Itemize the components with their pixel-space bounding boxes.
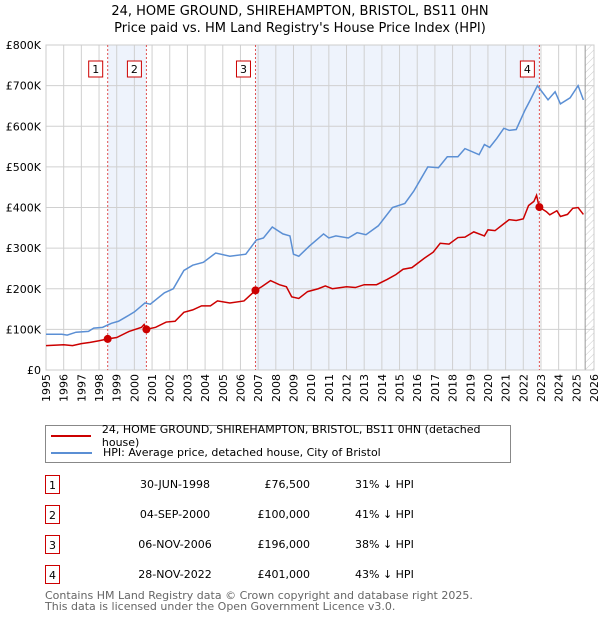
legend-item-hpi: HPI: Average price, detached house, City… — [51, 444, 381, 461]
legend-swatch — [51, 434, 91, 437]
chart-title: 24, HOME GROUND, SHIREHAMPTON, BRISTOL, … — [0, 3, 600, 37]
sale-row: 2 04-SEP-2000 £100,000 41% ↓ HPI — [45, 505, 445, 525]
plot-border — [45, 44, 595, 371]
sale-date: 28-NOV-2022 — [138, 568, 212, 581]
x-tick-label: 2000 — [128, 374, 141, 402]
legend-label: 24, HOME GROUND, SHIREHAMPTON, BRISTOL, … — [101, 422, 481, 449]
x-tick-label: 2010 — [305, 374, 318, 402]
x-tick-label: 2008 — [270, 374, 283, 402]
x-tick-label: 2026 — [588, 374, 600, 402]
x-tick-label: 2007 — [252, 374, 265, 402]
title: 24, HOME GROUND, SHIREHAMPTON, BRISTOL, … — [111, 4, 489, 19]
subtitle: Price paid vs. HM Land Registry's House … — [114, 21, 486, 36]
x-tick-label: 1999 — [111, 374, 124, 402]
x-tick-label: 2004 — [199, 374, 212, 402]
x-tick-label: 1996 — [58, 374, 71, 402]
sale-label-box — [126, 60, 142, 78]
sale-number-badge: 2 — [45, 505, 60, 524]
sale-price: £100,000 — [257, 508, 311, 521]
sale-number-badge: 1 — [45, 475, 60, 494]
footer: Contains HM Land Registry data © Crown c… — [45, 590, 473, 612]
sale-point — [103, 334, 112, 343]
sale-date: 04-SEP-2000 — [139, 508, 211, 521]
legend: 24, HOME GROUND, SHIREHAMPTON, BRISTOL, … — [45, 423, 511, 463]
sale-hpi-diff: 43% ↓ HPI — [355, 568, 414, 581]
x-tick-label: 2013 — [358, 374, 371, 402]
x-tick-label: 2015 — [394, 374, 407, 402]
x-tick-label: 2001 — [146, 374, 159, 402]
x-tick-label: 2025 — [570, 374, 583, 402]
sale-label: 3 — [240, 63, 247, 76]
sale-price: £196,000 — [257, 538, 311, 551]
sale-label-box — [519, 60, 535, 78]
sale-row: 3 06-NOV-2006 £196,000 38% ↓ HPI — [45, 535, 445, 555]
sale-label-box — [88, 60, 104, 78]
legend-label: HPI: Average price, detached house, City… — [103, 446, 381, 459]
sale-point — [142, 325, 151, 334]
x-tick-label: 2018 — [447, 374, 460, 402]
x-tick-label: 2019 — [464, 374, 477, 402]
sale-label: 1 — [92, 63, 99, 76]
x-tick-label: 2023 — [535, 374, 548, 402]
x-tick-label: 2017 — [429, 374, 442, 402]
x-tick-label: 2021 — [500, 374, 513, 402]
x-tick-label: 1998 — [93, 374, 106, 402]
chart: 1995 1996 1997 1998 1999 2000 2001 2002 2003 2004… — [6, 39, 600, 402]
x-tick-label: 2011 — [323, 374, 336, 402]
sale-point — [251, 286, 260, 295]
sale-number-badge: 4 — [45, 565, 60, 584]
sale-hpi-diff: 31% ↓ HPI — [355, 478, 414, 491]
x-tick-label: 2006 — [234, 374, 247, 402]
y-tick-label: £100K — [6, 323, 42, 336]
x-tick-label: 1995 — [40, 374, 53, 402]
footer-line: Contains HM Land Registry data © Crown c… — [45, 589, 473, 602]
footer-line: This data is licensed under the Open Gov… — [45, 600, 396, 613]
x-tick-label: 2024 — [553, 374, 566, 402]
y-tick-label: £800K — [6, 39, 42, 52]
legend-swatch — [51, 451, 92, 454]
sale-price: £76,500 — [264, 478, 311, 491]
x-tick-label: 2016 — [411, 374, 424, 402]
x-tick-label: 2020 — [482, 374, 495, 402]
x-tick-label: 2002 — [164, 374, 177, 402]
sale-hpi-diff: 38% ↓ HPI — [355, 538, 414, 551]
sale-label-box — [235, 60, 251, 78]
sale-date: 30-JUN-1998 — [139, 478, 211, 491]
x-tick-label: 2022 — [517, 374, 530, 402]
x-tick-label: 2014 — [376, 374, 389, 402]
sale-point — [535, 203, 544, 212]
y-tick-label: £700K — [6, 80, 42, 93]
y-tick-label: £500K — [6, 161, 42, 174]
sale-hpi-diff: 41% ↓ HPI — [355, 508, 414, 521]
legend-item-property: 24, HOME GROUND, SHIREHAMPTON, BRISTOL, … — [51, 423, 510, 449]
x-tick-label: 2009 — [287, 374, 300, 402]
sale-date: 06-NOV-2006 — [138, 538, 212, 551]
y-tick-label: £200K — [6, 283, 42, 296]
sale-number-badge: 3 — [45, 535, 60, 554]
sale-label: 4 — [524, 63, 531, 76]
sale-price: £401,000 — [257, 568, 311, 581]
y-tick-label: £300K — [6, 242, 42, 255]
sale-label: 2 — [131, 63, 138, 76]
x-tick-label: 2012 — [341, 374, 354, 402]
x-tick-label: 2005 — [217, 374, 230, 402]
y-tick-label: £0 — [27, 364, 41, 377]
x-tick-label: 1997 — [75, 374, 88, 402]
y-tick-label: £400K — [6, 202, 42, 215]
x-tick-label: 2003 — [181, 374, 194, 402]
sale-row: 4 28-NOV-2022 £401,000 43% ↓ HPI — [45, 565, 445, 585]
series-line-hpi — [46, 83, 585, 336]
y-tick-label: £600K — [6, 120, 42, 133]
sale-row: 1 30-JUN-1998 £76,500 31% ↓ HPI — [45, 475, 445, 495]
